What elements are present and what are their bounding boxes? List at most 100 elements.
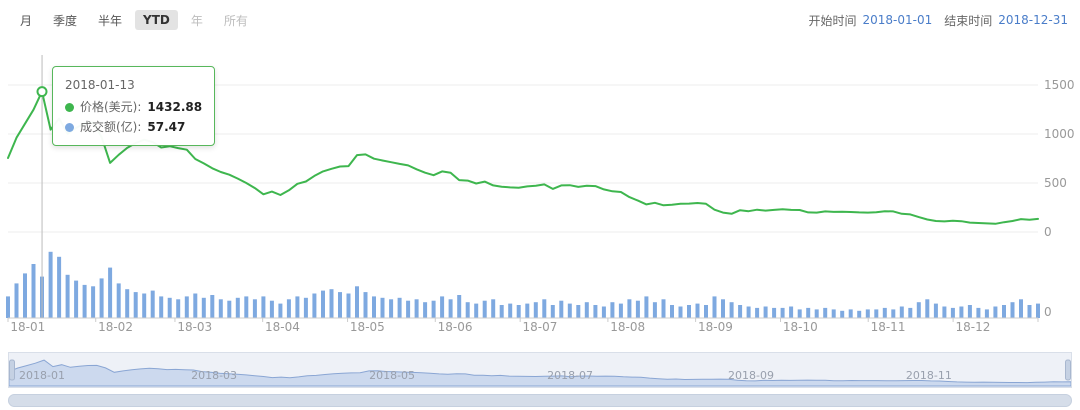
volume-bar[interactable] — [176, 299, 181, 318]
volume-bar[interactable] — [993, 306, 998, 319]
volume-bar[interactable] — [967, 305, 972, 318]
volume-bar[interactable] — [286, 299, 291, 318]
volume-bar[interactable] — [542, 299, 547, 318]
volume-bar[interactable] — [423, 302, 428, 318]
volume-bar[interactable] — [499, 305, 504, 318]
volume-bar[interactable] — [363, 292, 368, 318]
volume-bar[interactable] — [278, 303, 283, 318]
volume-bar[interactable] — [201, 297, 206, 318]
volume-bar[interactable] — [933, 303, 938, 318]
volume-bar[interactable] — [593, 305, 598, 318]
period-button-all[interactable]: 所有 — [223, 13, 248, 28]
volume-bar[interactable] — [142, 293, 147, 319]
volume-bar[interactable] — [797, 309, 802, 318]
volume-bar[interactable] — [550, 305, 555, 318]
period-button-quarter[interactable]: 季度 — [53, 13, 78, 28]
volume-bar[interactable] — [925, 299, 930, 318]
volume-bar[interactable] — [261, 296, 266, 318]
volume-bar[interactable] — [729, 302, 734, 318]
volume-bar[interactable] — [1002, 305, 1006, 318]
volume-bar[interactable] — [329, 289, 334, 318]
volume-bar[interactable] — [31, 264, 36, 318]
period-button-month[interactable]: 月 — [20, 13, 33, 28]
volume-bar[interactable] — [695, 303, 700, 318]
volume-bar[interactable] — [618, 303, 623, 318]
volume-bar[interactable] — [14, 283, 19, 318]
volume-bar[interactable] — [150, 290, 155, 318]
volume-bar[interactable] — [431, 300, 436, 318]
volume-bar[interactable] — [840, 310, 845, 318]
volume-bar[interactable] — [303, 297, 308, 318]
volume-bar[interactable] — [738, 305, 743, 318]
end-date-value[interactable]: 2018-12-31 — [998, 13, 1068, 27]
volume-bar[interactable] — [533, 302, 538, 318]
volume-bar[interactable] — [661, 299, 666, 318]
volume-bar[interactable] — [567, 303, 572, 318]
datazoom-navigator[interactable]: 2018-01 2018-03 2018-05 2018-07 2018-09 2018-… — [8, 352, 1072, 388]
volume-bar[interactable] — [57, 256, 62, 318]
volume-bar[interactable] — [865, 309, 870, 318]
volume-bar[interactable] — [1027, 305, 1032, 318]
volume-bar[interactable] — [635, 300, 640, 318]
volume-bar[interactable] — [899, 306, 904, 319]
volume-bar[interactable] — [916, 302, 921, 318]
volume-bar[interactable] — [678, 306, 683, 319]
volume-bar[interactable] — [976, 307, 981, 318]
volume-bar[interactable] — [74, 280, 79, 318]
volume-bar[interactable] — [244, 296, 249, 318]
volume-bar[interactable] — [440, 296, 445, 318]
volume-bar[interactable] — [474, 303, 479, 318]
volume-bar[interactable] — [891, 309, 896, 318]
volume-bar[interactable] — [48, 251, 53, 318]
volume-bar[interactable] — [584, 302, 589, 318]
volume-bar[interactable] — [252, 299, 257, 318]
volume-bar[interactable] — [210, 295, 215, 318]
zoom-handle-left[interactable] — [9, 359, 15, 381]
price-line[interactable] — [7, 90, 1039, 225]
volume-bar[interactable] — [848, 309, 853, 318]
volume-bar[interactable] — [670, 305, 674, 318]
volume-bar[interactable] — [414, 299, 419, 318]
volume-bar[interactable] — [465, 302, 470, 318]
volume-bar[interactable] — [806, 307, 811, 318]
volume-bar[interactable] — [218, 299, 223, 318]
volume-bar[interactable] — [321, 290, 325, 318]
volume-bar[interactable] — [704, 305, 708, 318]
volume-bar[interactable] — [516, 305, 521, 318]
volume-bar[interactable] — [6, 296, 10, 318]
volume-bar[interactable] — [576, 305, 581, 318]
volume-bar[interactable] — [227, 300, 232, 318]
volume-bar[interactable] — [380, 297, 385, 318]
volume-bar[interactable] — [457, 295, 462, 318]
volume-bar[interactable] — [959, 306, 964, 319]
period-button-halfyear[interactable]: 半年 — [98, 13, 123, 28]
volume-bar[interactable] — [525, 303, 530, 318]
volume-bar[interactable] — [108, 267, 113, 318]
datazoom-scrollbar[interactable] — [8, 394, 1072, 407]
volume-bar[interactable] — [397, 297, 402, 318]
volume-bar[interactable] — [984, 309, 989, 318]
volume-bar[interactable] — [687, 305, 691, 318]
volume-bar[interactable] — [346, 293, 351, 319]
volume-bar[interactable] — [601, 306, 606, 319]
volume-bar[interactable] — [789, 306, 794, 319]
volume-bar[interactable] — [772, 307, 777, 318]
volume-bar[interactable] — [508, 303, 513, 318]
volume-bar[interactable] — [193, 293, 198, 319]
volume-bar[interactable] — [91, 286, 96, 318]
volume-bar[interactable] — [823, 307, 828, 318]
volume-bar[interactable] — [338, 292, 342, 318]
volume-bar[interactable] — [82, 284, 87, 318]
volume-bar[interactable] — [1036, 303, 1040, 318]
volume-bar[interactable] — [610, 302, 615, 318]
main-price-volume-chart[interactable]: 1500 1000 500 0 0 18-01 18-02 18-03 18-04 18-05 18… — [0, 0, 1080, 345]
volume-bar[interactable] — [167, 297, 172, 318]
volume-bar[interactable] — [746, 306, 751, 319]
volume-bar[interactable] — [627, 299, 632, 318]
volume-bar[interactable] — [23, 273, 27, 318]
volume-bar[interactable] — [312, 293, 317, 319]
volume-bar[interactable] — [406, 300, 411, 318]
volume-bar[interactable] — [269, 300, 274, 318]
volume-bar[interactable] — [942, 306, 947, 319]
volume-bar[interactable] — [721, 299, 725, 318]
